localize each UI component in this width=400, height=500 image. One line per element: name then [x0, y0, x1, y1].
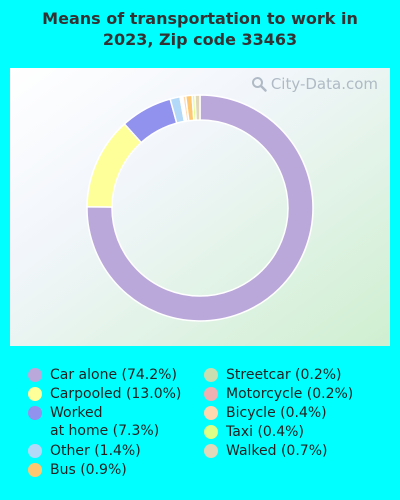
chart-title: Means of transportation to work in 2023,… [0, 8, 400, 50]
legend-label: Streetcar (0.2%) [226, 367, 342, 383]
legend-item: Taxi (0.4%) [204, 423, 304, 441]
legend-label: Bicycle (0.4%) [226, 405, 327, 421]
legend-swatch [28, 463, 42, 477]
legend-label: Taxi (0.4%) [226, 424, 304, 440]
legend-item: Motorcycle (0.2%) [204, 385, 353, 403]
plot-area: City-Data.com [10, 68, 390, 346]
legend-item: Streetcar (0.2%) [204, 366, 342, 384]
magnifier-icon [251, 77, 267, 92]
legend-label: Walked (0.7%) [226, 443, 328, 459]
legend-swatch [28, 444, 42, 458]
legend-swatch [28, 406, 42, 420]
legend-swatch [28, 368, 42, 382]
legend-swatch [204, 444, 218, 458]
legend-swatch [28, 387, 42, 401]
legend-swatch [204, 368, 218, 382]
legend-item: Other (1.4%) [28, 442, 141, 460]
donut-slice-0 [86, 94, 314, 322]
watermark: City-Data.com [251, 75, 378, 93]
donut-slice-1 [86, 122, 143, 208]
legend-item: Carpooled (13.0%) [28, 385, 181, 403]
legend-item: Worked at home (7.3%) [28, 404, 159, 440]
legend-item: Bus (0.9%) [28, 461, 127, 479]
legend-item: Bicycle (0.4%) [204, 404, 327, 422]
chart-title-line-2: 2023, Zip code 33463 [102, 30, 298, 49]
legend-label: Bus (0.9%) [50, 462, 127, 478]
legend-swatch [204, 387, 218, 401]
legend-label: Other (1.4%) [50, 443, 141, 459]
donut-slice-9 [194, 94, 201, 121]
legend-label: Worked at home (7.3%) [50, 405, 160, 439]
donut-chart [86, 94, 314, 322]
legend: Car alone (74.2%) Carpooled (13.0%) Worked… [28, 366, 388, 496]
legend-item: Car alone (74.2%) [28, 366, 177, 384]
legend-swatch [204, 406, 218, 420]
legend-label: Motorcycle (0.2%) [226, 386, 354, 402]
legend-label: Car alone (74.2%) [50, 367, 177, 383]
legend-item: Walked (0.7%) [204, 442, 327, 460]
watermark-text: City-Data.com [270, 75, 378, 93]
legend-swatch [204, 425, 218, 439]
legend-label: Carpooled (13.0%) [50, 386, 182, 402]
chart-title-line-1: Means of transportation to work in [42, 9, 358, 28]
